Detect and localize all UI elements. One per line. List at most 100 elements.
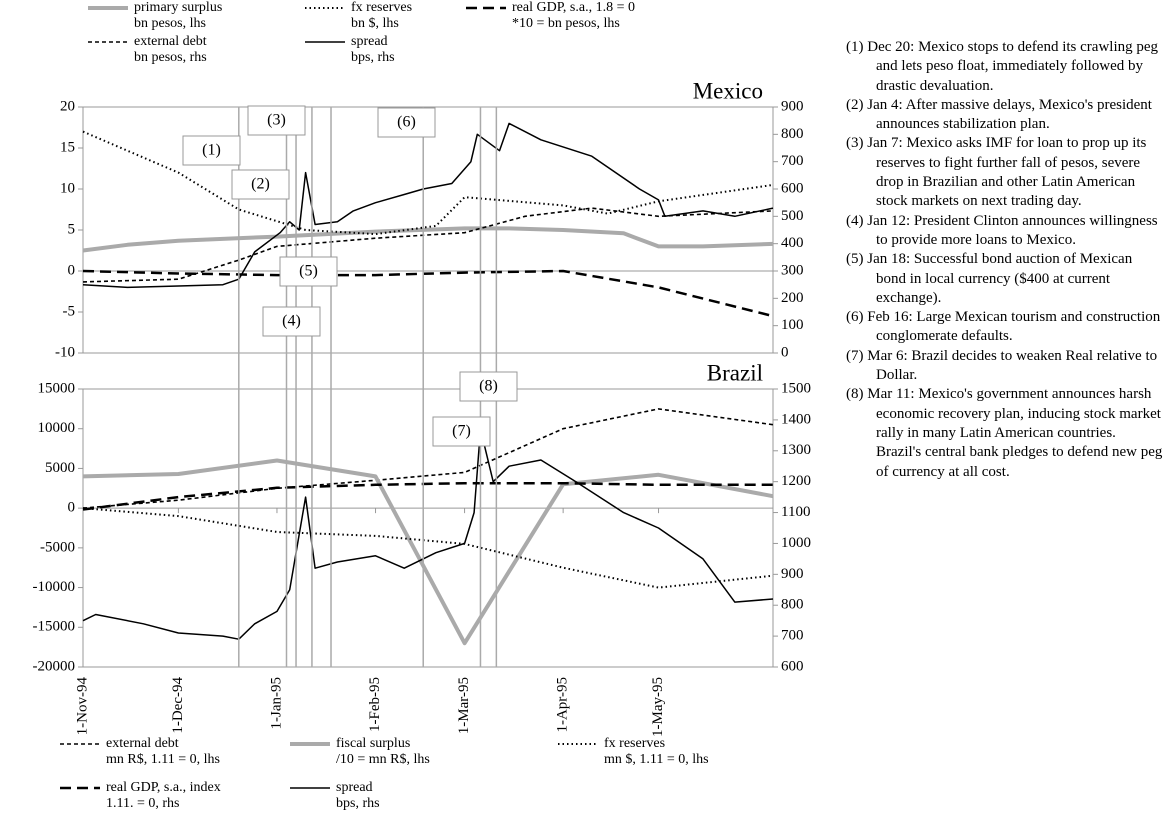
- note-label: (6): [846, 309, 864, 326]
- legend-label: real GDP, s.a., index: [106, 780, 221, 795]
- event-box: [182, 135, 241, 166]
- y-tick-label: -15000: [33, 619, 76, 635]
- y2-tick-label: 500: [781, 208, 804, 224]
- legend-item: real GDP, s.a., 1.8 = 0*10 = bn pesos, l…: [466, 0, 635, 31]
- y-tick-label: 5000: [45, 460, 75, 476]
- note: (7) Mar 6: Brazil decides to weaken Real…: [846, 347, 1164, 386]
- y2-tick-label: 900: [781, 566, 804, 582]
- legend-note: bn pesos, lhs: [134, 16, 206, 31]
- y-tick-label: -10: [55, 344, 75, 360]
- series-line: [82, 122, 774, 289]
- x-tick-label: 1-May-95: [650, 677, 666, 737]
- y2-tick-label: 200: [781, 290, 804, 306]
- y2-tick-label: 700: [781, 153, 804, 169]
- legend-note: /10 = mn R$, lhs: [336, 752, 430, 767]
- y-tick-label: -5000: [40, 539, 75, 555]
- legend-label: fx reserves: [351, 0, 412, 15]
- note-text: Mar 11: Mexico's government announces ha…: [867, 386, 1161, 441]
- note-text: Jan 18: Successful bond auction of Mexic…: [867, 251, 1133, 306]
- event-label: (3): [267, 112, 286, 129]
- event-label: (4): [282, 313, 301, 330]
- note-label: (2): [846, 96, 864, 113]
- event-box: [432, 416, 491, 447]
- event-box: [459, 371, 518, 402]
- series-line: [82, 428, 774, 640]
- event-label: (2): [251, 176, 270, 193]
- series-line: [82, 481, 773, 511]
- legend-label: real GDP, s.a., 1.8 = 0: [512, 0, 635, 15]
- y-tick-label: -5: [63, 303, 76, 319]
- series-line: [82, 507, 774, 589]
- note-text: Jan 12: President Clinton announces will…: [867, 212, 1158, 248]
- note: (5) Jan 18: Successful bond auction of M…: [846, 250, 1164, 308]
- legend-note: bps, rhs: [351, 50, 395, 65]
- note: (4) Jan 12: President Clinton announces …: [846, 212, 1164, 251]
- plot-frame: [82, 388, 774, 668]
- x-tick-label: 1-Feb-95: [367, 677, 383, 732]
- chart: -10-505101520010020030040050060070080090…: [33, 0, 812, 811]
- note-text: Dec 20: Mexico stops to defend its crawl…: [867, 39, 1159, 94]
- legend-item: fiscal surplus/10 = mn R$, lhs: [290, 736, 430, 767]
- y2-tick-label: 1300: [781, 442, 811, 458]
- legend-label: fx reserves: [604, 736, 665, 751]
- y2-tick-label: 800: [781, 597, 804, 613]
- legend-label: spread: [351, 34, 388, 49]
- x-tick-label: 1-Apr-95: [555, 677, 571, 733]
- series-line: [82, 226, 774, 253]
- y2-tick-label: 1400: [781, 411, 811, 427]
- y-tick-label: 15000: [38, 380, 76, 396]
- legend-note: 1.11. = 0, rhs: [106, 796, 180, 811]
- y2-tick-label: 900: [781, 98, 804, 114]
- y2-tick-label: 100: [781, 317, 804, 333]
- note-label: (7): [846, 347, 864, 364]
- y2-tick-label: 800: [781, 126, 804, 142]
- note-label: (4): [846, 212, 864, 229]
- event-label: (1): [202, 142, 221, 159]
- legend-note: mn R$, 1.11 = 0, lhs: [106, 752, 220, 767]
- y-tick-label: -20000: [33, 658, 76, 674]
- event-box: [279, 256, 338, 287]
- legend-note: bn pesos, rhs: [134, 50, 207, 65]
- y2-tick-label: 600: [781, 180, 804, 196]
- note-label: (8): [846, 386, 864, 403]
- x-tick-label: 1-Mar-95: [456, 677, 472, 734]
- event-box: [377, 107, 436, 138]
- note-text: Mar 6: Brazil decides to weaken Real rel…: [867, 347, 1158, 384]
- legend-note: mn $, 1.11 = 0, lhs: [604, 752, 709, 767]
- note-label: (1): [846, 39, 864, 55]
- legend-note: bn $, lhs: [351, 16, 399, 31]
- x-tick-label: 1-Dec-94: [170, 677, 186, 734]
- x-tick-label: 1-Nov-94: [74, 677, 90, 736]
- series-line: [82, 458, 774, 646]
- y-tick-label: 0: [68, 262, 76, 278]
- event-label: (6): [397, 114, 416, 131]
- y2-tick-label: 300: [781, 262, 804, 278]
- note-text: Jan 4: After massive delays, Mexico's pr…: [867, 96, 1152, 133]
- y2-tick-label: 400: [781, 235, 804, 251]
- y-tick-label: 10000: [38, 420, 76, 436]
- y2-tick-label: 600: [781, 658, 804, 674]
- series-line: [82, 408, 774, 509]
- legend-label: fiscal surplus: [336, 736, 410, 751]
- y2-tick-label: 700: [781, 628, 804, 644]
- y2-tick-label: 1200: [781, 473, 811, 489]
- event-label: (5): [299, 263, 318, 280]
- legend-label: external debt: [106, 736, 179, 751]
- y-tick-label: 15: [60, 139, 75, 155]
- note-extra: Brazil's central bank pledges to defend …: [876, 444, 1163, 480]
- legend-note: *10 = bn pesos, lhs: [512, 16, 620, 31]
- note: (2) Jan 4: After massive delays, Mexico'…: [846, 96, 1164, 135]
- y-tick-label: 20: [60, 98, 75, 114]
- event-box: [262, 306, 321, 337]
- y-tick-label: 10: [60, 180, 75, 196]
- event-label: (8): [479, 378, 498, 395]
- series-line: [82, 269, 774, 318]
- y2-tick-label: 1100: [781, 504, 810, 520]
